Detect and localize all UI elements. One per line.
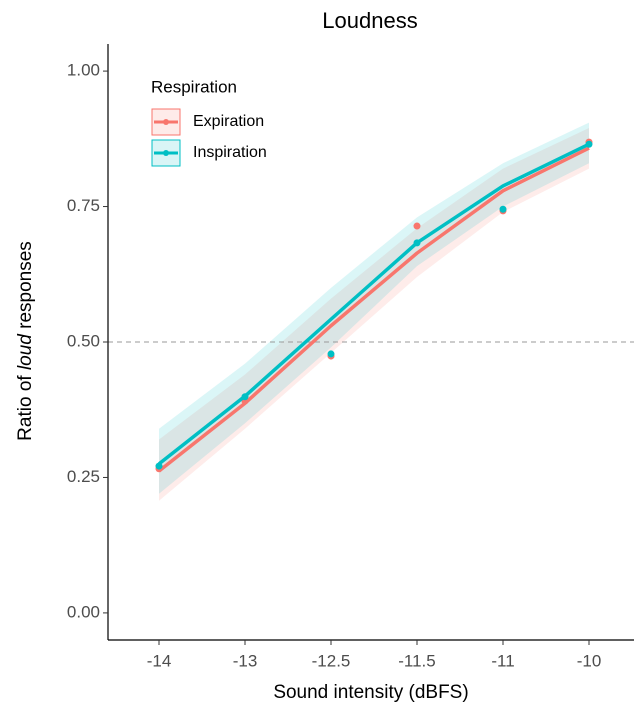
data-point <box>327 350 335 358</box>
legend-label: Inspiration <box>193 144 267 161</box>
plot-area <box>159 122 589 501</box>
x-tick-label: -13 <box>233 651 258 670</box>
x-tick-label: -12.5 <box>312 651 351 670</box>
confidence-band <box>159 127 589 501</box>
x-tick-label: -11.5 <box>398 651 436 670</box>
y-tick-label: 0.75 <box>67 196 100 215</box>
legend-dot <box>163 150 169 156</box>
confidence-band <box>159 122 589 494</box>
legend-title: Respiration <box>151 77 237 96</box>
fit-line <box>157 146 590 473</box>
legend-label: Expiration <box>193 113 264 130</box>
data-point <box>413 222 421 230</box>
data-point <box>585 140 593 148</box>
x-tick-label: -10 <box>577 651 602 670</box>
x-tick-label: -11 <box>491 651 514 670</box>
y-tick-label: 0.00 <box>67 602 100 621</box>
data-point <box>413 239 421 247</box>
y-title-part: responses <box>15 241 36 334</box>
y-tick-label: 0.50 <box>67 331 100 350</box>
y-title-part: loud <box>15 333 36 370</box>
y-tick-label: 1.00 <box>67 61 100 80</box>
y-axis-title: Ratio of loud responses <box>15 241 36 441</box>
data-point <box>155 462 163 470</box>
x-tick-label: -14 <box>147 651 172 670</box>
legend-dot <box>163 119 169 125</box>
y-tick-label: 0.25 <box>67 467 100 486</box>
y-title-part: Ratio of <box>15 370 36 441</box>
data-point <box>241 393 249 401</box>
fit-line <box>157 142 590 466</box>
x-axis-title: Sound intensity (dBFS) <box>273 682 468 703</box>
data-point <box>499 205 507 213</box>
chart-title: Loudness <box>322 8 417 33</box>
